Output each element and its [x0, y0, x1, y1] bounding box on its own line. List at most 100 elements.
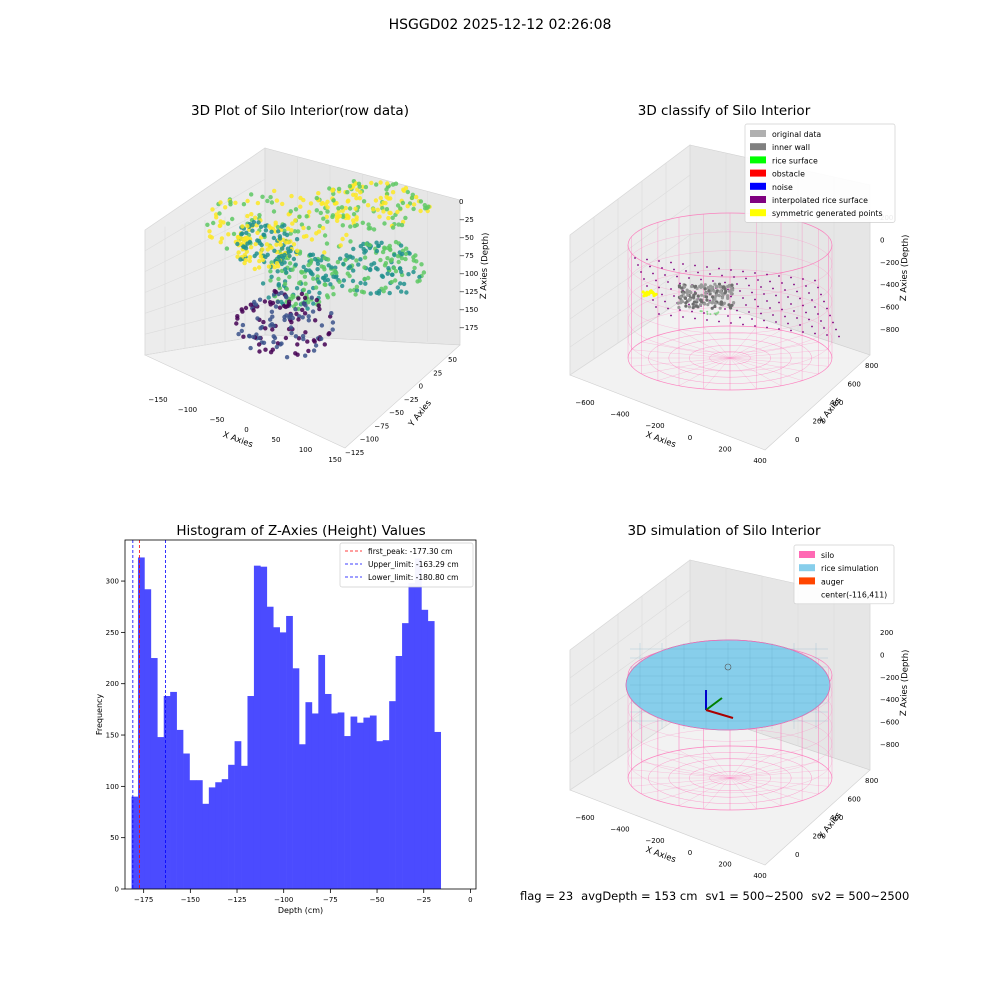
scatter-point	[361, 199, 367, 204]
symmetric-point	[651, 290, 655, 295]
scatter-point	[304, 214, 309, 219]
scatter-point	[331, 198, 336, 203]
rice-surface-point	[706, 313, 709, 315]
interpolated-point	[652, 272, 654, 275]
inner-wall-point	[704, 295, 709, 299]
scatter-point	[269, 200, 275, 205]
x-axis-label: Depth (cm)	[278, 906, 323, 915]
interpolated-point	[745, 304, 747, 306]
inner-wall-point	[727, 303, 731, 307]
scatter-point	[329, 311, 334, 316]
scatter-point	[290, 221, 295, 226]
silo-floor-spoke	[729, 769, 829, 779]
scatter-point	[325, 295, 331, 300]
interpolated-point	[781, 308, 783, 311]
scatter-point	[297, 281, 302, 286]
scatter-point	[303, 330, 308, 335]
interpolated-point	[811, 325, 813, 328]
symmetric-point	[643, 292, 647, 296]
scatter-point	[295, 342, 300, 347]
histogram-bar	[215, 782, 223, 889]
scatter-point	[393, 239, 399, 245]
interpolated-point	[778, 328, 780, 330]
simulation-legend: silo rice simulation auger center(-116,411)	[793, 544, 895, 605]
panel2-x-axis-label: X Axies	[644, 430, 677, 450]
scatter-point	[419, 262, 424, 267]
rice-surface-point	[709, 313, 712, 316]
x-tick-label: −125	[227, 896, 246, 904]
scatter-point	[258, 326, 263, 331]
grid-line	[569, 294, 691, 376]
x-tick-label: −50	[370, 896, 385, 904]
panel4-y-tick-label: 800	[865, 777, 878, 785]
auger-y-axis	[705, 697, 723, 711]
scatter-point	[251, 334, 256, 340]
scatter-point	[384, 207, 390, 212]
panel1-y-tick-label: −125	[345, 449, 364, 457]
silo-floor-spoke	[657, 335, 731, 359]
scatter-point	[305, 339, 310, 344]
panel2-z-tick-label: −800	[880, 326, 899, 334]
legend-swatch	[750, 182, 766, 190]
interpolated-point	[679, 282, 681, 285]
interpolated-point	[664, 300, 666, 303]
scatter-point	[295, 352, 300, 357]
histogram-bar	[408, 583, 416, 889]
scatter-point	[289, 193, 294, 199]
scatter-point	[328, 282, 333, 287]
interpolated-point	[793, 283, 795, 286]
interpolated-point	[784, 289, 786, 291]
legend-label: auger	[821, 577, 844, 586]
scatter-point	[403, 251, 409, 257]
scatter-point	[341, 261, 346, 267]
scatter-point	[410, 192, 415, 197]
scatter-point	[348, 288, 353, 293]
inner-wall-point	[713, 282, 717, 286]
scatter-point	[393, 181, 399, 186]
inner-wall-point	[695, 298, 699, 302]
y-tick-label: 300	[106, 578, 119, 586]
rice-surface-rim	[625, 639, 831, 731]
silo-floor-spoke	[703, 777, 731, 810]
scatter-point	[403, 215, 408, 221]
scatter-point	[228, 199, 233, 205]
legend-label: interpolated rice surface	[772, 196, 868, 205]
interpolated-point	[724, 308, 726, 310]
inner-wall-point	[706, 303, 710, 307]
interpolated-point	[745, 277, 747, 280]
scatter-point	[288, 231, 293, 236]
scatter-point	[249, 192, 254, 197]
scatter-point	[405, 189, 410, 195]
scatter-point	[249, 212, 254, 217]
scatter-point	[401, 187, 406, 192]
scatter-point	[306, 225, 311, 231]
panel4-z-tick-label: −800	[880, 741, 899, 749]
scatter-point	[274, 198, 280, 203]
scatter-point	[310, 252, 316, 257]
scatter-point	[371, 207, 376, 212]
inner-wall-point	[715, 285, 719, 289]
scatter-point	[383, 261, 389, 266]
scatter-point	[271, 334, 276, 339]
scatter-point	[351, 268, 356, 273]
inner-wall-point	[718, 285, 722, 289]
scatter-point	[336, 209, 341, 214]
scatter-point	[240, 322, 246, 328]
scatter-point	[316, 280, 322, 285]
interpolated-point	[664, 274, 666, 276]
scatter-point	[336, 206, 341, 211]
scatter-point	[299, 291, 305, 297]
interpolated-point	[697, 271, 699, 274]
scatter-point	[356, 262, 361, 267]
interpolated-point	[658, 286, 660, 289]
panel2-x-tick-label: −600	[575, 399, 594, 407]
scatter-point	[403, 256, 408, 262]
scatter-point	[293, 262, 298, 267]
scatter-point	[386, 215, 391, 221]
interpolated-point	[646, 285, 648, 287]
scatter-point	[380, 274, 386, 279]
interpolated-point	[655, 306, 657, 308]
scatter-point	[354, 284, 360, 289]
interpolated-point	[733, 276, 735, 278]
scatter-point	[331, 292, 336, 297]
